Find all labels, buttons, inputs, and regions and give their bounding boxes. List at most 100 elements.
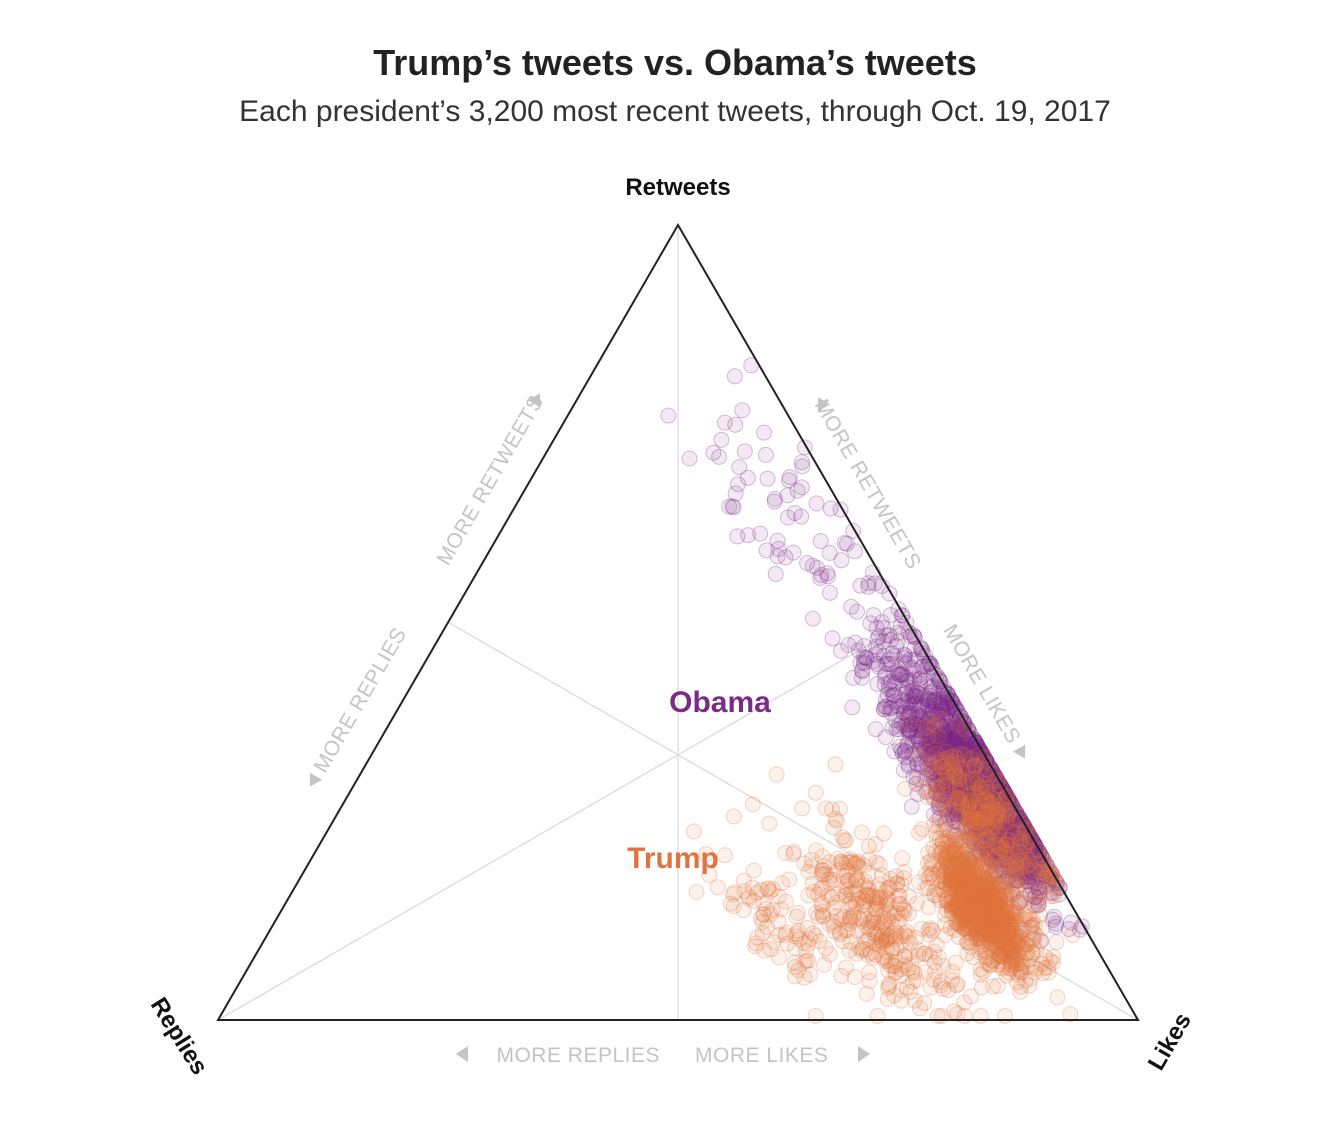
data-point-obama [970,807,987,824]
data-point-obama [947,728,964,745]
data-point-obama [940,751,957,767]
data-point-obama [942,742,959,759]
data-point-obama [962,770,979,787]
data-point-obama [736,443,753,460]
data-point-obama [975,769,992,786]
data-point-obama [960,744,977,761]
data-point-obama [933,787,949,804]
data-point-obama [922,724,939,741]
data-point-obama [945,812,962,829]
data-point-obama [885,687,902,704]
data-point-obama [1028,863,1045,880]
data-point-obama [920,740,937,757]
data-point-obama [926,759,943,776]
data-point-obama [958,803,975,820]
data-point-obama [940,718,957,735]
data-point-trump [949,872,966,889]
data-point-obama [985,807,1002,823]
data-point-obama [989,788,1006,805]
data-point-obama [875,701,892,717]
data-point-obama [1000,850,1017,867]
grid-line-right-median [448,621,1139,1021]
data-point-obama [865,607,882,624]
data-point-obama [998,813,1014,830]
data-point-obama [971,790,988,807]
data-point-trump [817,800,834,817]
data-point-obama [973,762,990,779]
data-point-obama [934,778,951,795]
data-point-obama [966,835,983,852]
data-point-obama [924,683,940,700]
data-point-obama [935,753,952,770]
data-point-obama [999,823,1016,840]
data-point-obama [997,872,1014,889]
data-point-obama [946,772,963,789]
data-point-obama [944,809,961,826]
arrow-left-icon [456,1046,468,1062]
data-point-obama [937,745,954,762]
data-point-obama [901,717,918,733]
data-point-obama [943,772,960,789]
data-point-trump [940,777,957,794]
data-point-obama [964,751,981,768]
data-point-obama [904,683,921,699]
data-point-obama [932,734,949,751]
data-point-trump [924,922,941,939]
data-point-obama [922,710,938,727]
data-point-obama [998,805,1015,822]
data-point-trump [807,1008,824,1024]
data-point-obama [946,749,963,766]
data-point-obama [986,818,1003,835]
data-point-obama [960,753,976,770]
data-point-obama [921,735,938,752]
data-point-obama [959,747,976,763]
data-point-trump [716,847,733,864]
data-point-trump [685,823,702,840]
data-point-obama [896,704,913,721]
data-point-obama [955,748,972,765]
data-point-obama [897,742,914,759]
data-point-trump [845,906,862,923]
data-point-obama [933,776,950,793]
data-point-obama [959,779,976,796]
data-point-obama [950,785,967,802]
data-point-obama [972,833,989,850]
data-point-obama [940,788,957,805]
data-point-obama [948,745,965,762]
data-point-trump [1012,961,1029,978]
data-point-trump [935,821,952,838]
data-point-obama [989,821,1006,838]
data-point-obama [943,764,960,781]
data-point-obama [976,770,993,787]
data-point-obama [994,836,1011,853]
data-point-obama [911,686,928,703]
data-point-obama [804,610,821,627]
data-point-obama [959,809,976,826]
grid-line-left-median [217,621,908,1021]
data-point-obama [948,737,965,754]
data-point-obama [981,788,998,805]
data-point-obama [752,525,769,542]
data-point-obama [949,789,966,806]
data-point-obama [906,662,922,679]
data-point-trump [761,815,778,832]
data-point-obama [932,732,948,749]
data-point-obama [998,826,1015,843]
data-point-obama [890,666,907,683]
data-point-obama [966,782,983,799]
data-point-obama [1011,822,1028,839]
data-point-trump [771,949,788,966]
data-point-obama [932,703,949,720]
data-point-obama [960,775,977,792]
data-point-obama [922,740,939,757]
data-point-obama [950,784,967,801]
data-point-obama [930,799,947,816]
data-point-obama [900,721,917,738]
data-point-obama [953,792,970,809]
data-point-obama [908,716,925,733]
data-point-obama [972,769,989,786]
data-point-obama [756,424,772,441]
data-point-obama [976,808,993,825]
data-point-trump [787,968,803,985]
data-point-obama [941,771,958,788]
